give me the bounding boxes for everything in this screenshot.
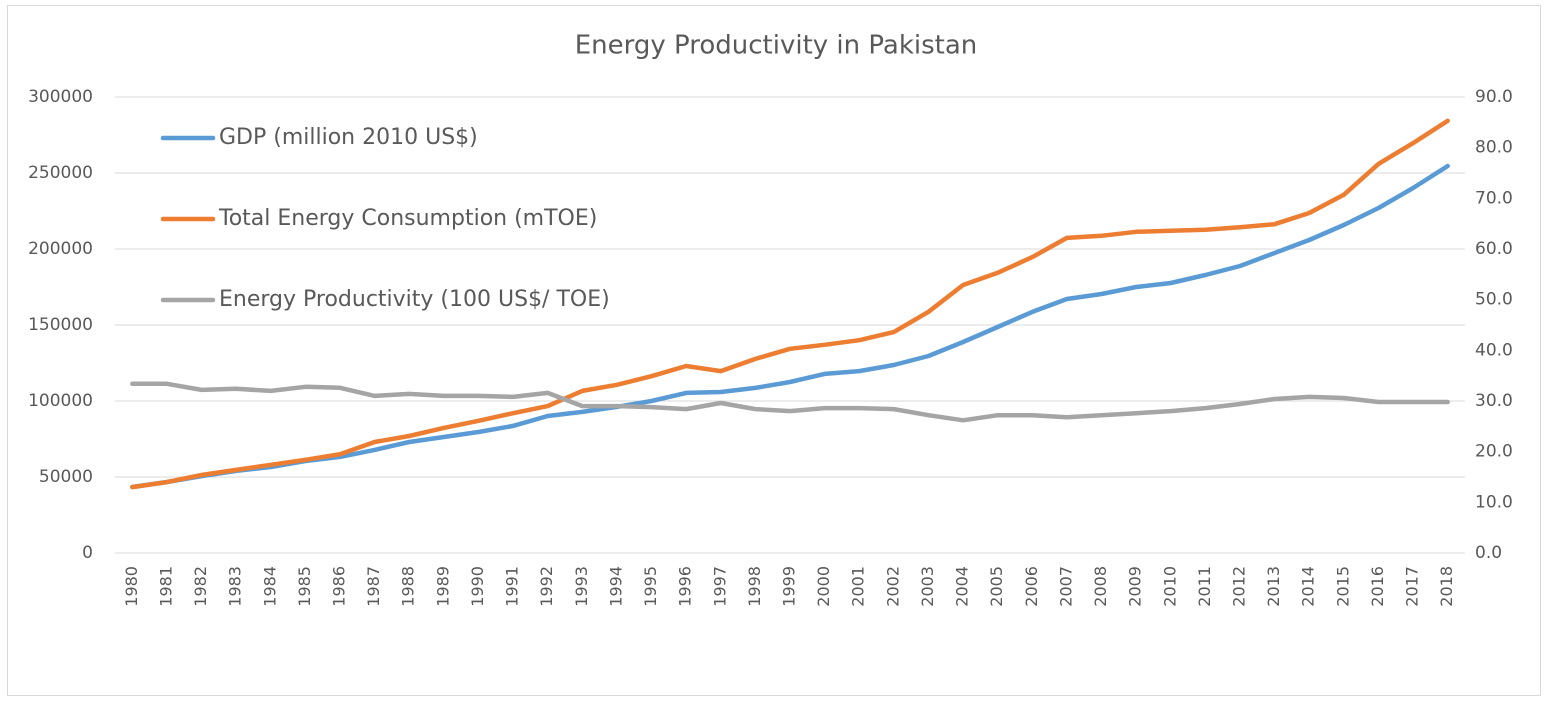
x-tick-label: 1991	[503, 566, 522, 607]
x-tick-label: 1990	[468, 566, 487, 607]
y-tick-label: 200000	[28, 239, 93, 259]
x-tick-label: 2018	[1437, 566, 1456, 607]
y-tick-label: 0	[82, 543, 93, 563]
x-tick-label: 1982	[191, 566, 210, 607]
x-tick-label: 2006	[1022, 566, 1041, 607]
y2-tick-label: 70.0	[1475, 188, 1513, 208]
x-tick-label: 1994	[606, 566, 625, 607]
x-tick-label: 2002	[883, 566, 902, 607]
x-tick-label: 1996	[676, 566, 695, 607]
x-tick-label: 1988	[399, 566, 418, 607]
x-tick-label: 2014	[1299, 566, 1318, 607]
x-tick-label: 1986	[330, 566, 349, 607]
legend-label: GDP (million 2010 US$)	[219, 125, 478, 150]
x-tick-label: 1981	[156, 566, 175, 607]
y-tick-label: 300000	[28, 87, 93, 107]
x-tick-label: 2017	[1403, 566, 1422, 607]
y-tick-label: 100000	[28, 391, 93, 411]
x-tick-label: 1980	[122, 566, 141, 607]
chart-frame	[7, 5, 1541, 696]
x-tick-label: 2004	[953, 566, 972, 607]
x-tick-label: 1987	[364, 566, 383, 607]
x-tick-label: 2008	[1091, 566, 1110, 607]
y-tick-label: 50000	[39, 467, 93, 487]
y2-tick-label: 40.0	[1475, 340, 1513, 360]
y2-tick-label: 90.0	[1475, 87, 1513, 107]
x-tick-label: 2012	[1230, 566, 1249, 607]
y2-tick-label: 0.0	[1475, 543, 1502, 563]
x-tick-label: 2013	[1264, 566, 1283, 607]
x-tick-label: 2009	[1126, 566, 1145, 607]
y-tick-label: 250000	[28, 163, 93, 183]
x-tick-label: 2011	[1195, 566, 1214, 607]
legend-label: Total Energy Consumption (mTOE)	[218, 206, 597, 231]
x-tick-label: 2007	[1056, 566, 1075, 607]
x-tick-label: 1985	[295, 566, 314, 607]
y2-tick-label: 20.0	[1475, 442, 1513, 462]
x-tick-label: 2005	[987, 566, 1006, 607]
x-tick-label: 1997	[710, 566, 729, 607]
x-tick-label: 2010	[1160, 566, 1179, 607]
series-line	[130, 163, 1450, 490]
x-tick-label: 1995	[641, 566, 660, 607]
x-tick-label: 1983	[226, 566, 245, 607]
y2-tick-label: 80.0	[1475, 138, 1513, 158]
series-line	[130, 381, 1450, 423]
x-tick-label: 2000	[814, 566, 833, 607]
chart-title: Energy Productivity in Pakistan	[575, 31, 978, 61]
x-tick-label: 2016	[1368, 566, 1387, 607]
x-tick-label: 1998	[745, 566, 764, 607]
x-tick-label: 1999	[780, 566, 799, 607]
legend-label: Energy Productivity (100 US$/ TOE)	[219, 287, 610, 312]
y2-tick-label: 50.0	[1475, 290, 1513, 310]
y2-tick-label: 10.0	[1475, 492, 1513, 512]
y2-tick-label: 30.0	[1475, 391, 1513, 411]
x-tick-label: 1992	[537, 566, 556, 607]
x-tick-label: 1984	[260, 566, 279, 607]
y2-tick-label: 60.0	[1475, 239, 1513, 259]
y-tick-label: 150000	[28, 315, 93, 335]
x-tick-label: 2003	[918, 566, 937, 607]
x-tick-label: 2015	[1333, 566, 1352, 607]
series-line	[130, 118, 1450, 490]
x-tick-label: 1989	[433, 566, 452, 607]
x-tick-label: 1993	[572, 566, 591, 607]
x-tick-label: 2001	[849, 566, 868, 607]
